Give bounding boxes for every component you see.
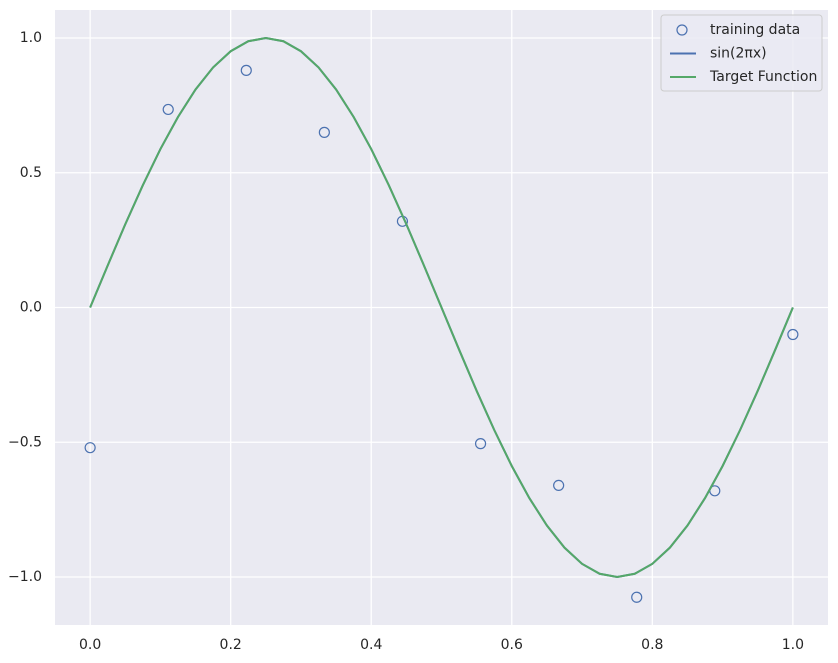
data-point [474,438,487,450]
legend-label: training data [710,22,800,38]
legend-label: Target Function [709,69,817,85]
x-tick-label: 0.0 [79,637,101,653]
x-tick-label: 0.6 [501,637,523,653]
x-tick-label: 0.2 [220,637,242,653]
y-tick-label: −0.5 [8,434,42,450]
y-tick-label: 1.0 [20,30,42,46]
x-tick-label: 1.0 [782,637,804,653]
data-point [240,64,252,76]
x-tick-label: 0.8 [641,637,663,653]
data-point [553,479,565,491]
y-tick-label: −1.0 [8,569,42,585]
y-tick-label: 0.5 [20,165,42,181]
legend-marker [676,24,688,36]
x-tick-label: 0.4 [360,637,382,653]
data-point [787,328,799,341]
data-point [631,591,643,603]
data-point [162,103,174,116]
plot-area [55,10,828,625]
legend-box [660,14,823,92]
legend-label: sin(2πx) [710,46,767,62]
y-tick-label: 0.0 [20,300,42,316]
data-point [84,442,96,454]
data-point [318,126,330,138]
line [89,37,794,579]
